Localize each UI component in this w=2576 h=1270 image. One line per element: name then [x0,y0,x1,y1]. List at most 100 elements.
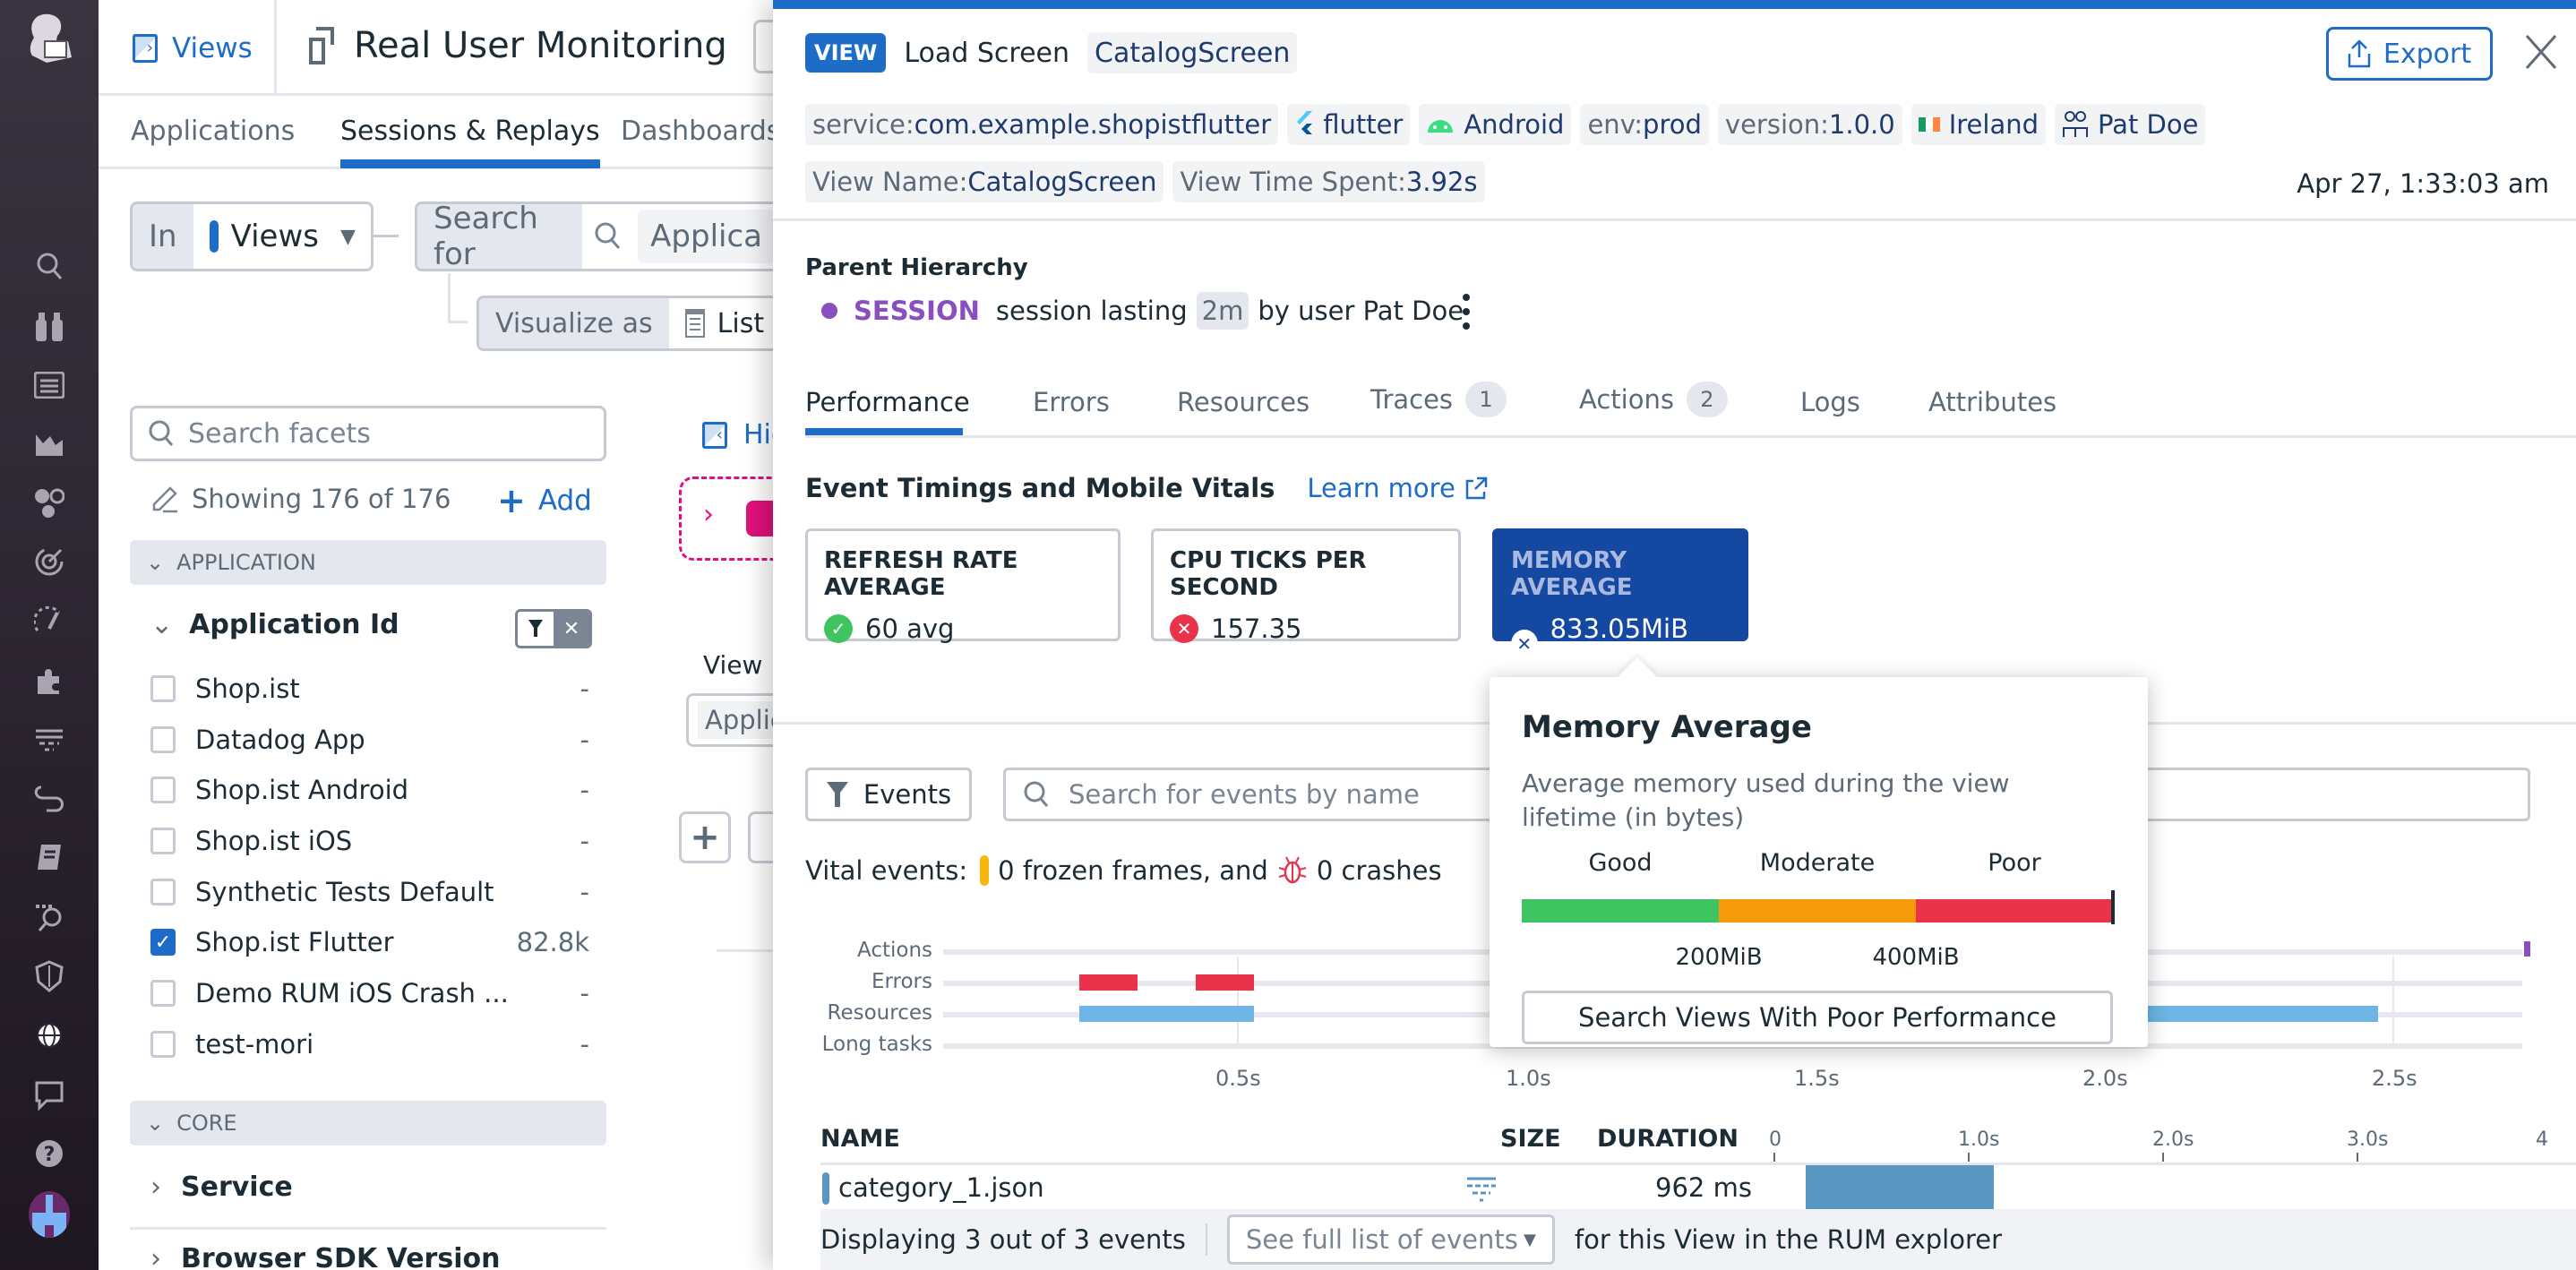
tag-country[interactable]: Ireland [1911,104,2046,145]
more-options-icon[interactable] [1459,294,1473,330]
facet-item[interactable]: Shop.ist iOS - [150,821,589,861]
tab-logs[interactable]: Logs [1800,387,1860,417]
notebooks-icon[interactable] [31,840,67,876]
search-icon[interactable] [31,248,67,284]
table-row[interactable]: category_1.json 962 ms [820,1165,2576,1212]
datadog-logo[interactable] [23,13,75,66]
views-link[interactable]: › Views [133,32,253,64]
checkbox[interactable] [150,1031,176,1058]
resource-bar[interactable] [1079,1006,1254,1022]
vital-card-refresh-rate[interactable]: REFRESH RATE AVERAGE ✓ 60 avg [805,528,1121,644]
query-node-partial[interactable]: › [679,476,773,561]
tag-service[interactable]: service: com.example.shopistflutter [805,104,1279,145]
add-button[interactable]: + [679,811,731,863]
add-facet-button[interactable]: + Add [497,481,592,520]
tab-traces[interactable]: Traces 1 [1370,382,1507,417]
avatar[interactable] [29,1191,70,1238]
facet-item[interactable]: Synthetic Tests Default - [150,872,589,912]
search-poor-performance-button[interactable]: Search Views With Poor Performance [1522,991,2113,1044]
checkbox[interactable] [150,879,176,905]
resource-bar[interactable] [2117,1006,2378,1022]
apm-icon[interactable] [31,603,67,639]
integrations-icon[interactable] [31,663,67,699]
facet-item[interactable]: Shop.ist Android - [150,770,589,810]
security-icon[interactable] [31,958,67,994]
tag-flutter[interactable]: flutter [1287,104,1411,145]
visualize-dropdown[interactable]: List [668,298,773,348]
view-name-chip[interactable]: CatalogScreen [1087,32,1298,73]
filter-icon[interactable] [518,612,554,646]
facet-filter-toggle[interactable]: ✕ [515,609,592,648]
column-header-size[interactable]: SIZE [1500,1125,1561,1153]
tab-applications[interactable]: Applications [131,116,296,147]
waterfall-bar[interactable] [1806,1165,1994,1212]
vital-card-cpu-ticks[interactable]: CPU TICKS PER SECOND ✕ 157.35 [1151,528,1461,644]
facet-item[interactable]: ✓ Shop.ist Flutter 82.8k [150,922,589,962]
action-marker[interactable] [2524,941,2530,957]
clear-filter-icon[interactable]: ✕ [554,612,589,646]
view-select[interactable]: Applic [686,693,773,747]
logs-icon[interactable] [31,367,67,403]
tag-view-time-spent[interactable]: View Time Spent: 3.92s [1172,161,1485,202]
checkbox[interactable] [150,726,176,753]
hide-controls-link[interactable]: ‹ Hic [702,419,773,451]
facet-item[interactable]: Demo RUM iOS Crash ... - [150,974,589,1013]
facet-browser-sdk-version[interactable]: › Browser SDK Version [150,1243,500,1270]
tag-user[interactable]: Pat Doe [2055,104,2206,145]
tab-resources[interactable]: Resources [1177,387,1310,417]
tag-version[interactable]: version: 1.0.0 [1717,104,1902,145]
toolbar-button-partial[interactable] [748,811,773,863]
infrastructure-icon[interactable] [31,485,67,521]
tag-view-name[interactable]: View Name: CatalogScreen [805,161,1164,202]
tab-errors[interactable]: Errors [1033,387,1110,417]
facet-item[interactable]: test-mori - [150,1025,589,1064]
watchdog-icon[interactable] [31,544,67,579]
facet-service[interactable]: › Service [150,1171,293,1203]
chat-icon[interactable] [31,1077,67,1113]
visualize-as-group[interactable]: Visualize as List [477,296,773,351]
column-header-duration[interactable]: DURATION [1597,1125,1739,1153]
tab-sessions-replays[interactable]: Sessions & Replays [340,116,600,168]
tag-env[interactable]: env: prod [1580,104,1709,145]
learn-more-link[interactable]: Learn more [1307,473,1488,503]
tag-android[interactable]: Android [1419,104,1572,145]
session-replay-icon[interactable] [31,781,67,817]
column-header-name[interactable]: NAME [820,1125,900,1153]
section-application[interactable]: ⌄ APPLICATION [130,540,606,585]
checkbox[interactable] [150,675,176,702]
facet-item[interactable]: Datadog App - [150,720,589,759]
error-bar[interactable] [1196,974,1254,991]
search-facets-input[interactable]: Search facets [130,406,606,461]
vital-card-memory-average[interactable]: MEMORY AVERAGE ✕ 833.05MiB avg [1492,528,1748,674]
section-core[interactable]: ⌄ CORE [130,1101,606,1146]
close-icon[interactable] [2523,32,2559,72]
query-input[interactable]: Applica [582,204,773,269]
checkbox[interactable] [150,980,176,1007]
tab-actions[interactable]: Actions 2 [1579,382,1728,417]
binoculars-icon[interactable] [31,309,67,345]
parent-session-row[interactable]: SESSION session lasting 2m by user Pat D… [821,292,1464,330]
facet-item[interactable]: Shop.ist - [150,669,589,708]
search-for-group[interactable]: Search for Applica [415,202,773,271]
checkbox-checked[interactable]: ✓ [150,929,176,956]
views-dropdown[interactable]: Views ▼ [193,204,371,269]
header-button-partial[interactable] [753,20,773,73]
data-source-selector[interactable]: In Views ▼ [130,202,374,271]
checkbox[interactable] [150,828,176,854]
events-filter-button[interactable]: Events [805,768,972,821]
tab-dashboards[interactable]: Dashboards [621,116,773,147]
resource-filter-icon[interactable] [1465,1176,1498,1203]
error-bar[interactable] [1079,974,1138,991]
checkbox[interactable] [150,777,176,803]
synthetics-icon[interactable] [31,899,67,935]
help-icon[interactable]: ? [31,1136,67,1171]
pencil-icon[interactable] [150,485,179,513]
tab-attributes[interactable]: Attributes [1928,387,2057,417]
facet-application-id-header[interactable]: ⌄ Application Id [150,609,399,640]
export-button[interactable]: Export [2326,27,2493,81]
metrics-icon[interactable] [31,426,67,462]
pipelines-icon[interactable] [31,723,67,759]
tab-performance[interactable]: Performance [805,387,970,417]
rum-icon[interactable] [31,1017,67,1053]
full-list-dropdown[interactable]: See full list of events ▼ [1226,1214,1555,1265]
